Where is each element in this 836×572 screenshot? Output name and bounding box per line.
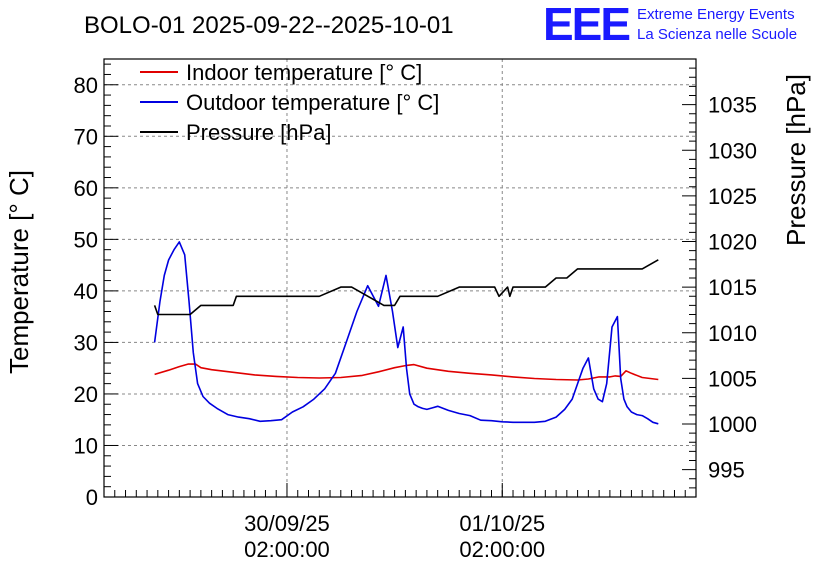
y-tick-label: 50 xyxy=(74,227,98,252)
legend: Indoor temperature [° C] Outdoor temperat… xyxy=(140,60,439,145)
y-tick-label: 60 xyxy=(74,176,98,201)
y2-tick-label: 1000 xyxy=(708,412,757,437)
logo-line-2: La Scienza nelle Scuole xyxy=(637,26,797,43)
legend-label: Indoor temperature [° C] xyxy=(186,60,422,85)
y2-tick-label: 1005 xyxy=(708,366,757,391)
x-tick-time: 02:00:00 xyxy=(244,537,330,562)
eee-logo: EEE Extreme Energy Events La Scienza nel… xyxy=(543,0,797,50)
series-line-1 xyxy=(153,241,659,425)
y2-tick-label: 1020 xyxy=(708,230,757,255)
y-tick-label: 40 xyxy=(74,279,98,304)
y2-tick-label: 995 xyxy=(708,458,745,483)
y2-axis-title: Pressure [hPa] xyxy=(781,74,811,246)
x-tick-date: 30/09/25 xyxy=(244,511,330,536)
legend-label: Outdoor temperature [° C] xyxy=(186,90,439,115)
chart-title: BOLO-01 2025-09-22--2025-10-01 xyxy=(84,12,454,39)
series-line-0 xyxy=(154,363,659,381)
axis-ticks: 0102030405060708099510001005101010151020… xyxy=(74,63,757,562)
y2-tick-label: 1025 xyxy=(708,184,757,209)
legend-label: Pressure [hPa] xyxy=(186,120,332,145)
y2-tick-label: 1010 xyxy=(708,321,757,346)
series-line-2 xyxy=(153,259,659,316)
y-tick-label: 70 xyxy=(74,124,98,149)
logo-line-1: Extreme Energy Events xyxy=(637,6,795,23)
y-tick-label: 0 xyxy=(86,485,98,510)
x-tick-time: 02:00:00 xyxy=(459,537,545,562)
y-tick-label: 20 xyxy=(74,382,98,407)
y-axis-title: Temperature [° C] xyxy=(4,170,34,374)
eee-logo-mark: EEE xyxy=(543,0,629,50)
y-tick-label: 30 xyxy=(74,330,98,355)
y2-tick-label: 1030 xyxy=(708,138,757,163)
y-tick-label: 80 xyxy=(74,73,98,98)
series-layer xyxy=(153,241,659,425)
x-tick-date: 01/10/25 xyxy=(459,511,545,536)
y-tick-label: 10 xyxy=(74,433,98,458)
y2-tick-label: 1015 xyxy=(708,275,757,300)
y2-tick-label: 1035 xyxy=(708,93,757,118)
